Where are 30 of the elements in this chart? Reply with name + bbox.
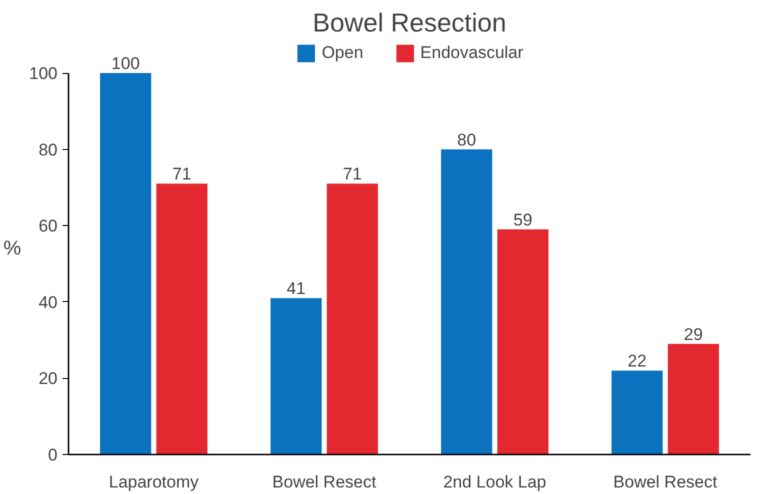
bar <box>326 184 378 454</box>
x-tick-label: 2nd Look Lap <box>443 472 546 492</box>
bar <box>612 370 663 454</box>
y-tick-label: 0 <box>48 446 58 464</box>
data-label: 22 <box>628 352 647 371</box>
y-tick-label: 100 <box>29 64 58 84</box>
bar <box>100 73 152 454</box>
data-label: 29 <box>684 324 703 344</box>
y-tick-label: 60 <box>38 216 58 236</box>
bar <box>668 344 719 454</box>
data-label: 59 <box>513 210 532 230</box>
x-tick-label: Bowel Resect <box>613 472 718 492</box>
y-tick-label: 40 <box>38 292 58 312</box>
bar <box>270 298 322 454</box>
chart-title: Bowel Resection <box>312 8 506 38</box>
legend-label: Endovascular <box>420 43 524 63</box>
legend-label: Open <box>322 43 364 63</box>
data-label: 100 <box>111 54 140 74</box>
data-label: 80 <box>457 130 476 150</box>
y-tick-label: 20 <box>38 369 58 388</box>
bar <box>497 229 548 454</box>
data-label: 41 <box>286 279 306 298</box>
data-label: 71 <box>172 164 192 184</box>
y-tick-label: 80 <box>38 140 58 160</box>
bar <box>441 149 492 454</box>
x-tick-label: Bowel Resect <box>272 472 376 492</box>
data-label: 71 <box>342 164 362 184</box>
x-tick-label: Laparotomy <box>108 472 200 492</box>
bar <box>156 184 208 454</box>
y-axis-title: % <box>3 238 22 260</box>
